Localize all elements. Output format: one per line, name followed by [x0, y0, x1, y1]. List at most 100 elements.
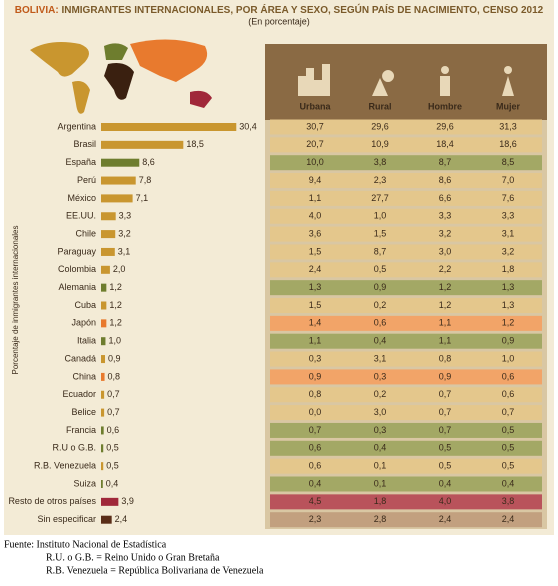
title-text: INMIGRANTES INTERNACIONALES, POR ÁREA Y …: [61, 3, 543, 16]
subtitle: (En porcentaje): [248, 16, 310, 26]
table-cell: 18,4: [436, 139, 454, 149]
table-cell: 8,5: [502, 157, 515, 167]
table-cell: 8,7: [439, 157, 452, 167]
category-label: Sin especificar: [37, 514, 96, 524]
world-map: [30, 39, 212, 114]
table-row: [270, 155, 542, 171]
category-label: Suiza: [73, 478, 96, 488]
table-cell: 6,6: [439, 193, 452, 203]
value-label: 0,9: [108, 353, 121, 363]
table-row: [270, 387, 542, 403]
category-label: Chile: [75, 228, 96, 238]
table-cell: 0,7: [502, 407, 515, 417]
table-cell: 3,1: [502, 228, 515, 238]
value-label: 3,1: [118, 246, 131, 256]
table-cell: 0,6: [502, 371, 515, 381]
bar: [101, 372, 105, 381]
column-icons: [298, 64, 514, 96]
category-label: Colombia: [58, 264, 96, 274]
table-cell: 0,6: [309, 461, 322, 471]
table-cell: 0,6: [502, 389, 515, 399]
bar: [101, 212, 116, 221]
table-cell: 10,0: [306, 157, 324, 167]
bar: [101, 123, 237, 131]
table-row: [270, 512, 542, 528]
table-cell: 1,1: [439, 318, 452, 328]
table-cell: 31,3: [499, 121, 517, 131]
category-label: Resto de otros países: [8, 496, 96, 506]
table-cell: 0,7: [309, 425, 322, 435]
value-label: 30,4: [239, 121, 257, 131]
table-cell: 1,1: [309, 193, 322, 203]
table-cell: 10,9: [371, 139, 389, 149]
bar: [101, 515, 112, 524]
table-row: [270, 422, 542, 438]
table-cell: 0,4: [309, 478, 322, 488]
table-cell: 0,5: [374, 264, 387, 274]
table-cell: 1,3: [502, 300, 515, 310]
bar: [101, 230, 116, 239]
bar: [101, 158, 140, 167]
table-cell: 3,3: [439, 211, 452, 221]
category-label: Paraguay: [57, 246, 96, 256]
table-cell: 0,6: [309, 443, 322, 453]
table-cell: 0,5: [502, 443, 515, 453]
table-cell: 2,3: [309, 514, 322, 524]
table-cell: 27,7: [371, 193, 389, 203]
table-cell: 0,5: [439, 461, 452, 471]
category-label: Alemania: [58, 282, 96, 292]
table-cell: 1,3: [502, 282, 515, 292]
table-cell: 3,1: [374, 353, 387, 363]
table-cell: 0,8: [309, 389, 322, 399]
table-row: [270, 494, 542, 510]
value-label: 0,7: [107, 407, 120, 417]
table-row: [270, 298, 542, 313]
table-cell: 0,4: [502, 478, 515, 488]
table-cell: 3,8: [374, 157, 387, 167]
category-label: China: [72, 371, 96, 381]
table-row: [270, 369, 542, 385]
table-cell: 0,5: [502, 461, 515, 471]
table-cell: 8,7: [374, 246, 387, 256]
table-cell: 0,1: [374, 461, 387, 471]
table-cell: 1,2: [502, 318, 515, 328]
table-row: [270, 173, 542, 189]
category-label: Francia: [66, 425, 96, 435]
table-cell: 0,9: [309, 371, 322, 381]
value-label: 18,5: [186, 139, 204, 149]
category-label: España: [65, 157, 96, 167]
table-cell: 0,1: [374, 478, 387, 488]
table-cell: 2,8: [374, 514, 387, 524]
table-cell: 3,2: [439, 228, 452, 238]
table-cell: 3,3: [502, 211, 515, 221]
table-row: [270, 244, 542, 260]
table-row: [270, 190, 542, 206]
table-cell: 0,3: [374, 425, 387, 435]
column-header: Mujer: [496, 101, 521, 111]
table-row: [270, 351, 542, 367]
value-label: 3,9: [121, 496, 134, 506]
table-cell: 0,4: [439, 478, 452, 488]
bar: [101, 444, 104, 453]
table-cell: 4,0: [309, 211, 322, 221]
column-header: Hombre: [428, 101, 462, 111]
table-row: [270, 458, 542, 474]
column-header: Rural: [368, 101, 391, 111]
value-label: 0,6: [107, 425, 120, 435]
table-cell: 1,0: [502, 353, 515, 363]
table-cell: 7,0: [502, 175, 515, 185]
table-cell: 1,8: [502, 264, 515, 274]
table-cell: 2,2: [439, 264, 452, 274]
value-label: 0,4: [106, 478, 119, 488]
table-cell: 30,7: [306, 121, 324, 131]
category-label: R.B. Venezuela: [34, 461, 96, 471]
category-label: México: [67, 193, 96, 203]
table-cell: 0,9: [374, 282, 387, 292]
title-prefix: BOLIVIA:: [15, 5, 59, 16]
table-row: [270, 262, 542, 278]
table-cell: 20,7: [306, 139, 324, 149]
table-row: [270, 137, 542, 153]
category-label: Japón: [71, 318, 96, 328]
table-cell: 0,9: [502, 336, 515, 346]
table-cell: 3,0: [439, 246, 452, 256]
